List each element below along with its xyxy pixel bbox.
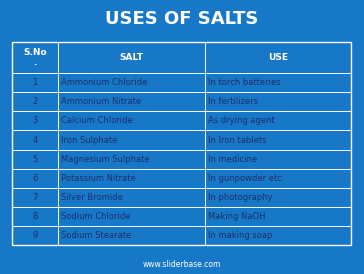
Text: Sodium Chloride: Sodium Chloride xyxy=(61,212,130,221)
Text: 7: 7 xyxy=(32,193,37,202)
Text: In making soap.: In making soap. xyxy=(208,231,275,240)
Text: In fertilizers: In fertilizers xyxy=(208,97,258,106)
Text: Iron Sulphate: Iron Sulphate xyxy=(61,136,117,144)
Text: 8: 8 xyxy=(32,212,37,221)
Text: Sodium Stearate: Sodium Stearate xyxy=(61,231,131,240)
Text: 6: 6 xyxy=(32,174,37,183)
Text: USES OF SALTS: USES OF SALTS xyxy=(105,10,259,28)
Text: Calcium Chloride: Calcium Chloride xyxy=(61,116,132,125)
Text: Making NaOH: Making NaOH xyxy=(208,212,266,221)
Text: USE: USE xyxy=(268,53,288,62)
Text: Potassium Nitrate: Potassium Nitrate xyxy=(61,174,135,183)
Text: In gunpowder etc.: In gunpowder etc. xyxy=(208,174,285,183)
Text: 3: 3 xyxy=(32,116,37,125)
Text: Magnesium Sulphate: Magnesium Sulphate xyxy=(61,155,149,164)
Text: S.No
.: S.No . xyxy=(23,48,47,67)
Text: www.sliderbase.com: www.sliderbase.com xyxy=(143,260,221,269)
Text: Ammonium Nitrate: Ammonium Nitrate xyxy=(61,97,141,106)
Text: In Iron tablets: In Iron tablets xyxy=(208,136,267,144)
Text: As drying agent: As drying agent xyxy=(208,116,275,125)
Text: 2: 2 xyxy=(32,97,37,106)
Text: 4: 4 xyxy=(32,136,37,144)
Bar xyxy=(12,42,351,245)
Text: In photography: In photography xyxy=(208,193,273,202)
Text: 1: 1 xyxy=(32,78,37,87)
Text: In medicine: In medicine xyxy=(208,155,258,164)
Text: SALT: SALT xyxy=(120,53,143,62)
Text: Ammonium Chloride: Ammonium Chloride xyxy=(61,78,147,87)
Text: Silver Bromide: Silver Bromide xyxy=(61,193,123,202)
Text: 5: 5 xyxy=(32,155,37,164)
Text: 9: 9 xyxy=(32,231,37,240)
Text: In torch batteries: In torch batteries xyxy=(208,78,281,87)
